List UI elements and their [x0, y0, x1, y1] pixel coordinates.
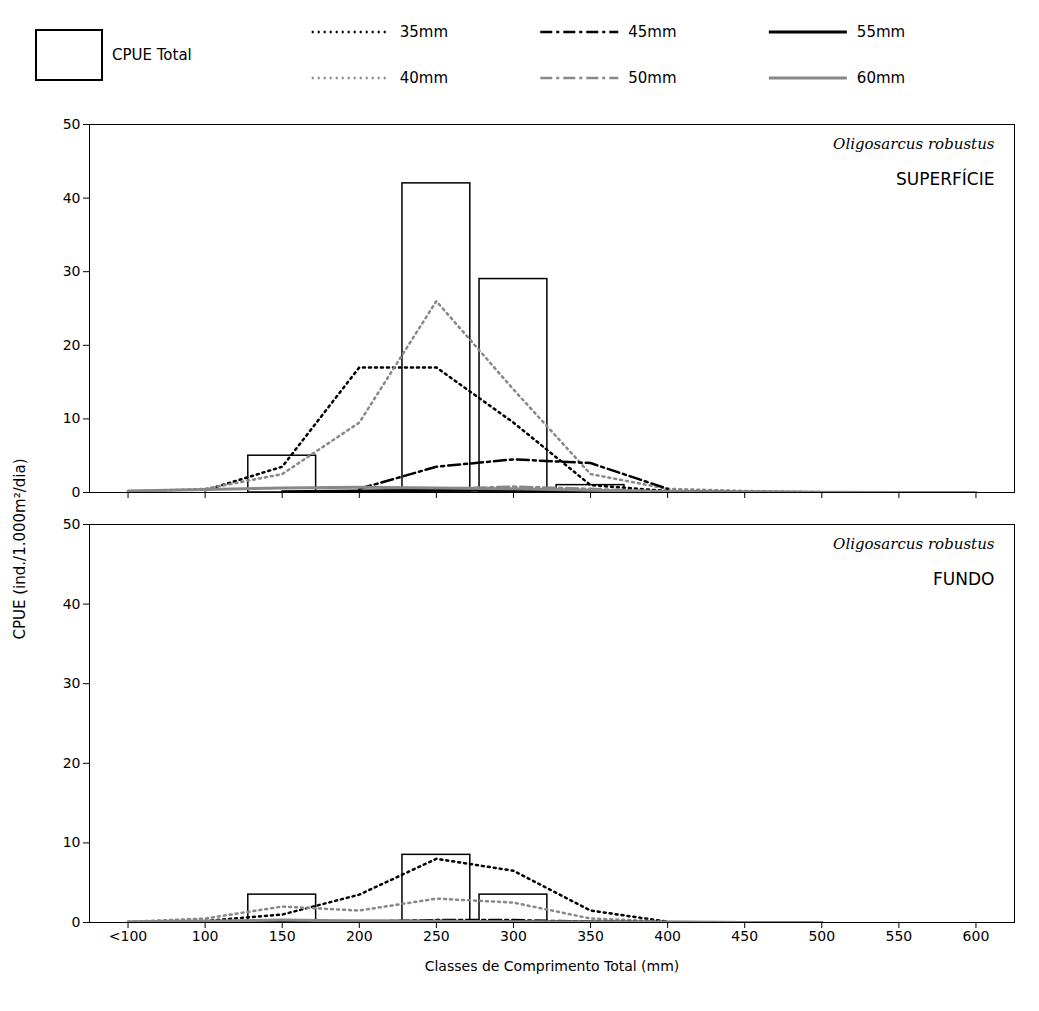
svg-text:400: 400: [654, 928, 681, 944]
svg-text:60mm: 60mm: [857, 69, 905, 87]
svg-text:0: 0: [72, 484, 81, 500]
svg-text:Classes de Comprimento Total (: Classes de Comprimento Total (mm): [425, 958, 680, 974]
svg-text:35mm: 35mm: [400, 23, 448, 41]
svg-text:<100: <100: [109, 928, 147, 944]
svg-text:30: 30: [63, 263, 81, 279]
svg-text:20: 20: [63, 337, 81, 353]
svg-text:100: 100: [192, 928, 219, 944]
svg-text:45mm: 45mm: [628, 23, 676, 41]
svg-text:200: 200: [346, 928, 373, 944]
svg-text:Oligosarcus robustus: Oligosarcus robustus: [833, 535, 995, 553]
svg-text:150: 150: [269, 928, 296, 944]
svg-text:50mm: 50mm: [628, 69, 676, 87]
svg-text:40mm: 40mm: [400, 69, 448, 87]
svg-text:300: 300: [500, 928, 527, 944]
svg-text:40: 40: [63, 596, 81, 612]
svg-text:500: 500: [808, 928, 835, 944]
svg-text:40: 40: [63, 190, 81, 206]
svg-text:550: 550: [886, 928, 913, 944]
svg-text:FUNDO: FUNDO: [933, 569, 994, 589]
svg-text:CPUE Total: CPUE Total: [112, 46, 192, 64]
svg-text:50: 50: [63, 516, 81, 532]
svg-text:10: 10: [63, 834, 81, 850]
svg-text:30: 30: [63, 675, 81, 691]
html-text:CPUE (ind./1.000m²/dia): CPUE (ind./1.000m²/dia): [10, 458, 29, 640]
svg-text:55mm: 55mm: [857, 23, 905, 41]
svg-text:0: 0: [72, 914, 81, 930]
svg-text:250: 250: [423, 928, 450, 944]
svg-text:SUPERFÍCIE: SUPERFÍCIE: [896, 168, 994, 189]
svg-text:10: 10: [63, 410, 81, 426]
svg-text:450: 450: [731, 928, 758, 944]
svg-text:20: 20: [63, 755, 81, 771]
svg-text:350: 350: [577, 928, 604, 944]
svg-text:50: 50: [63, 116, 81, 132]
svg-text:Oligosarcus robustus: Oligosarcus robustus: [833, 135, 995, 153]
svg-text:600: 600: [963, 928, 990, 944]
